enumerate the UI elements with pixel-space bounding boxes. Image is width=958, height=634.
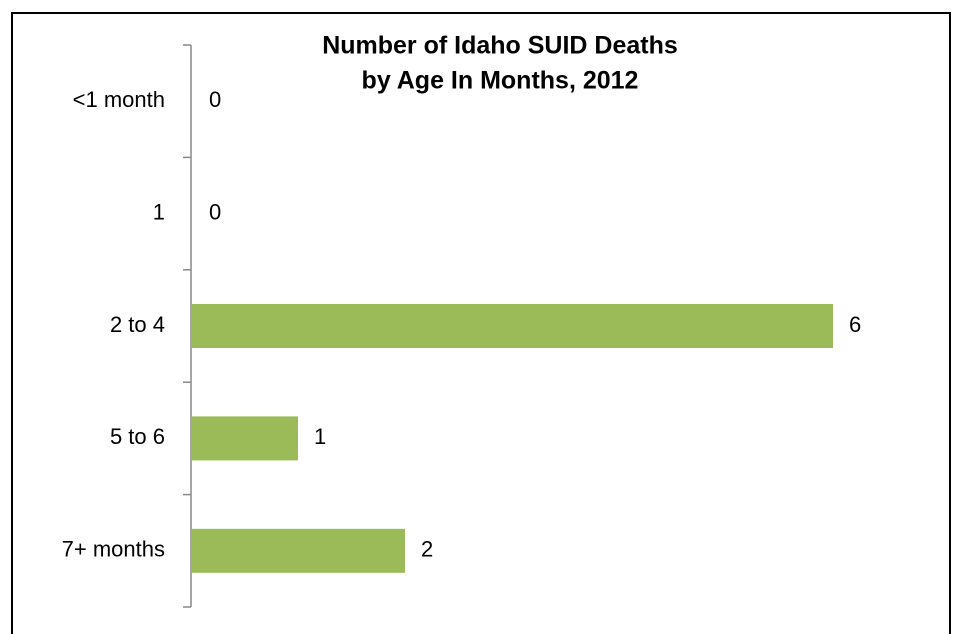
category-label: <1 month <box>73 87 165 112</box>
value-label: 2 <box>421 537 433 562</box>
category-label: 7+ months <box>62 537 165 562</box>
chart-title: Number of Idaho SUID Deaths <box>322 32 678 60</box>
category-label: 2 to 4 <box>110 312 165 337</box>
category-label: 5 to 6 <box>110 424 165 449</box>
bar <box>191 528 405 573</box>
frame <box>11 12 951 634</box>
value-label: 0 <box>209 199 221 224</box>
bar <box>191 416 298 461</box>
chart-title: by Age In Months, 2012 <box>362 67 639 95</box>
category-label: 1 <box>153 199 165 224</box>
value-label: 0 <box>209 87 221 112</box>
bar <box>191 304 833 348</box>
value-label: 6 <box>849 312 861 337</box>
value-label: 1 <box>314 424 326 449</box>
